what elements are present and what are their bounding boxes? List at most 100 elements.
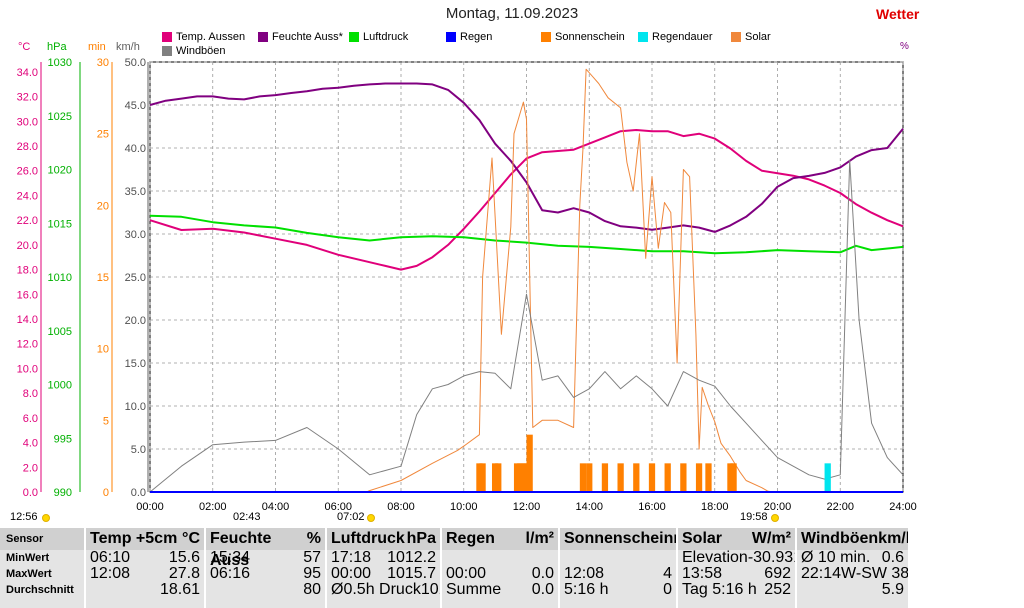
table-row: 06:10 15.6 (86, 550, 204, 566)
pressure-axis-unit: hPa (47, 41, 67, 53)
table-column: Temp +5cm °C 06:10 15.6 12:08 27.8 18.61 (86, 528, 204, 608)
wind-tick-label: 50.0 (125, 57, 146, 69)
time-tick-label: 16:00 (638, 501, 666, 513)
table-row-labels: Sensor MinWert MaxWert Durchschnitt (0, 528, 84, 608)
moonset-time: 12:56 (10, 511, 38, 523)
wind-tick-label: 30.0 (125, 229, 146, 241)
temp-axis-unit: °C (18, 41, 31, 53)
table-row: 80 (206, 582, 325, 598)
legend-label: Solar (745, 31, 771, 43)
column-separator (795, 528, 797, 608)
pressure-tick-label: 990 (54, 487, 72, 499)
legend-label: Temp. Aussen (176, 31, 246, 43)
minutes-tick-label: 5 (103, 415, 109, 427)
table-row (560, 550, 676, 566)
table-row: Ø 10 min. 0.6 (797, 550, 908, 566)
temp-tick-label: 28.0 (17, 141, 38, 153)
row-label-max: MaxWert (6, 568, 52, 580)
temp-tick-label: 20.0 (17, 240, 38, 252)
cell-value: 1015.7 (387, 565, 436, 582)
row-label-min: MinWert (6, 552, 50, 564)
column-header: Sonnenscheinmin (560, 528, 676, 550)
sunrise-time: 07:02 (337, 511, 365, 523)
cell-time: 06:16 (210, 565, 251, 582)
bar-sonnenschein (705, 463, 712, 492)
table-row: 22:14W-SW 38.6 (797, 566, 908, 582)
column-separator (325, 528, 327, 608)
table-row: 12:08 27.8 (86, 566, 204, 582)
pressure-tick-label: 1005 (48, 326, 72, 338)
pressure-tick-label: 1020 (48, 165, 72, 177)
column-separator (204, 528, 206, 608)
bar-sonnenschein (495, 463, 502, 492)
table-column: Sonnenscheinmin 12:08 4 5:16 h 0 (560, 528, 676, 608)
bar-sonnenschein (664, 463, 671, 492)
cell-value: 0.0 (531, 565, 554, 582)
column-header-unit: W/m² (751, 530, 791, 547)
minutes-tick-label: 25 (97, 129, 109, 141)
column-separator (440, 528, 442, 608)
column-header-unit: min (673, 528, 676, 550)
table-row: Elevation-30.931 (678, 550, 795, 566)
cell-time: Ø0.5h Druck (331, 581, 421, 598)
cell-value: 0.6 (881, 549, 904, 566)
column-header: Feuchte Auss% (206, 528, 325, 569)
time-tick-label: 14:00 (575, 501, 603, 513)
column-header-unit: l/m² (525, 530, 554, 547)
cell-time: 12:08 (90, 565, 131, 582)
wind-tick-label: 25.0 (125, 272, 146, 284)
weather-chart: 00:00 02:00 04:00 06:00 08:00 10:00 12:00 14:00… (17, 57, 917, 513)
column-header-unit: °C (182, 530, 200, 547)
pressure-tick-label: 1015 (48, 218, 72, 230)
wind-tick-label: 10.0 (125, 401, 146, 413)
temp-tick-label: 0.0 (23, 487, 38, 499)
table-column: Feuchte Auss% 15:34 57 06:16 95 80 (206, 528, 325, 608)
table-column: Regen l/m² 00:00 0.0 Summe 0.0 (442, 528, 558, 608)
time-tick-label: 22:00 (826, 501, 854, 513)
column-header-label: Sonnenschein (564, 530, 674, 547)
bar-sonnenschein (695, 463, 703, 492)
time-tick-label: 24:00 (889, 501, 917, 513)
time-tick-label: 00:00 (136, 501, 164, 513)
bar-sonnenschein (617, 463, 624, 492)
sunset-icon (771, 514, 779, 522)
series-line-temp-aussen (149, 129, 904, 271)
wind-tick-label: 15.0 (125, 358, 146, 370)
temp-tick-label: 8.0 (23, 388, 38, 400)
temp-tick-label: 18.0 (17, 265, 38, 277)
wind-tick-label: 20.0 (125, 315, 146, 327)
wind-axis-unit: km/h (116, 41, 140, 53)
legend-swatch (162, 32, 172, 42)
minutes-axis-unit: min (88, 41, 106, 53)
bar-sonnenschein (680, 463, 687, 492)
cell-time: Summe (446, 581, 502, 598)
table-row: 18.61 (86, 582, 204, 598)
wind-tick-label: 40.0 (125, 143, 146, 155)
cell-time: 06:10 (90, 549, 131, 566)
column-header-label: Feuchte Auss (210, 530, 272, 569)
series-line-solar (150, 68, 903, 493)
time-tick-label: 06:00 (324, 501, 352, 513)
bar-sonnenschein (579, 463, 587, 492)
bar-sonnenschein (479, 463, 486, 492)
table-row (442, 550, 558, 566)
legend-item: Sonnenschein (541, 31, 625, 43)
column-separator (676, 528, 678, 608)
wind-tick-label: 0.0 (131, 487, 146, 499)
legend-swatch (162, 46, 172, 56)
table-row: 00:00 1015.7 (327, 566, 440, 582)
temp-tick-label: 6.0 (23, 413, 38, 425)
temp-tick-label: 12.0 (17, 339, 38, 351)
time-tick-label: 18:00 (701, 501, 729, 513)
cell-value: 27.8 (168, 565, 200, 582)
column-header-unit: km/h (878, 530, 908, 547)
legend-swatch (541, 32, 551, 42)
chart-title: Montag, 11.09.2023 (445, 5, 579, 22)
time-tick-label: 02:00 (199, 501, 227, 513)
table-row: Tag 5:16 h 252 (678, 582, 795, 598)
column-header: Regen l/m² (442, 528, 558, 550)
column-header-label: Solar (682, 530, 723, 547)
table-column: Luftdruck hPa 17:18 1012.2 00:00 1015.7 Ø0.5h … (327, 528, 440, 608)
column-header: Solar W/m² (678, 528, 795, 550)
